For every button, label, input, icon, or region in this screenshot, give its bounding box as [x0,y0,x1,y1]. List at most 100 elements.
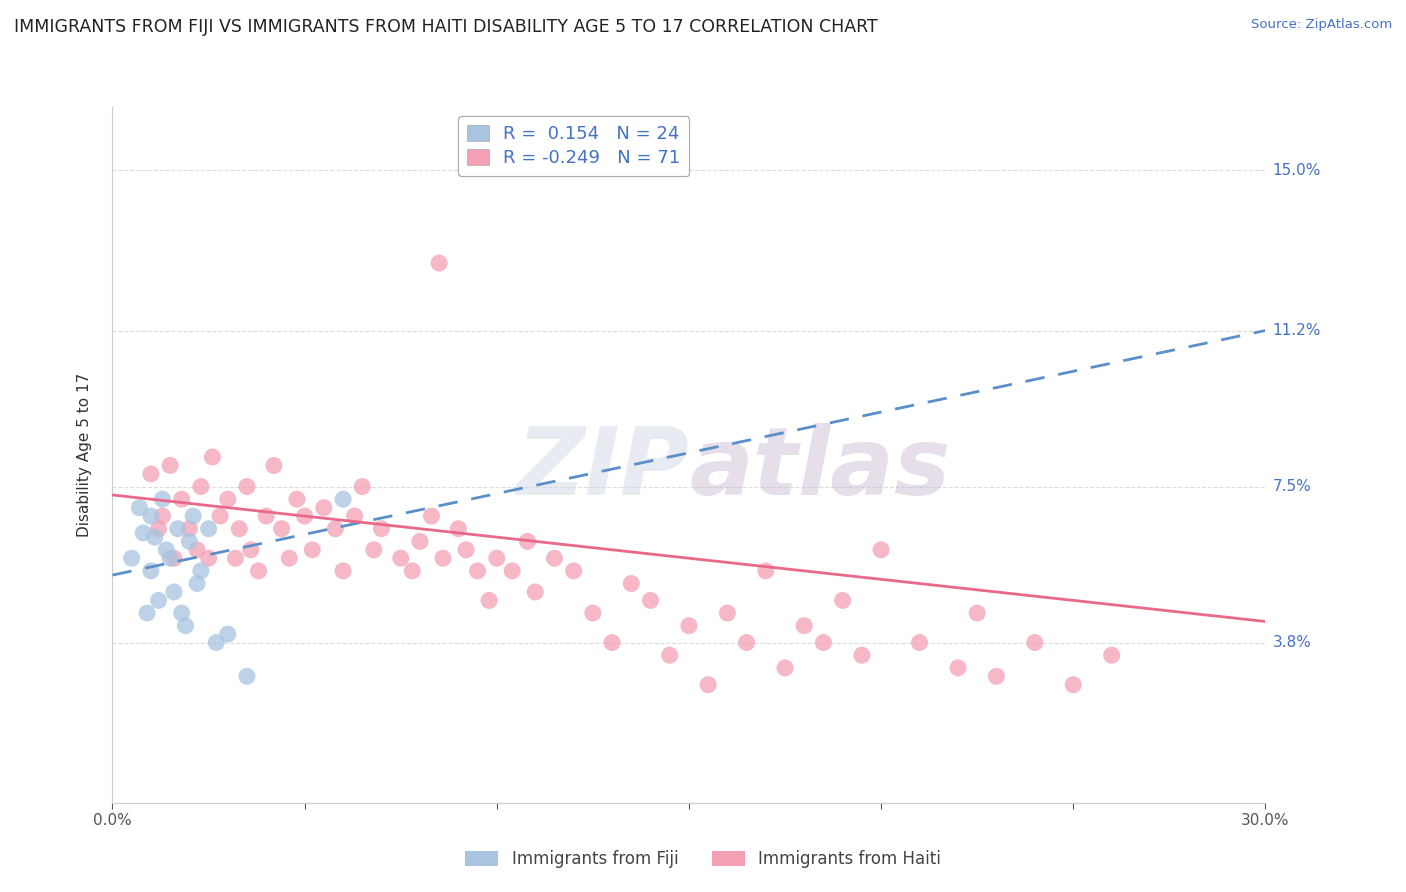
Point [1101,648,1123,663]
Point [163,551,186,566]
Point [163,585,186,599]
Point [143,530,166,544]
Point [148,522,170,536]
Point [166,522,188,536]
Point [159,458,181,473]
Point [946,661,969,675]
Point [217,492,239,507]
Point [716,606,738,620]
Point [190,479,212,493]
Point [966,606,988,620]
Legend: Immigrants from Fiji, Immigrants from Haiti: Immigrants from Fiji, Immigrants from Ha… [458,844,948,875]
Text: 11.2%: 11.2% [1272,323,1320,338]
Point [793,618,815,632]
Point [401,564,423,578]
Point [332,492,354,507]
Point [427,256,450,270]
Point [236,479,259,493]
Point [1024,635,1046,649]
Point [370,522,392,536]
Point [813,635,835,649]
Point [170,492,193,507]
Point [478,593,501,607]
Point [174,618,197,632]
Point [152,492,174,507]
Point [640,593,662,607]
Point [201,450,224,464]
Point [658,648,681,663]
Point [179,522,201,536]
Point [325,522,347,536]
Text: IMMIGRANTS FROM FIJI VS IMMIGRANTS FROM HAITI DISABILITY AGE 5 TO 17 CORRELATION: IMMIGRANTS FROM FIJI VS IMMIGRANTS FROM … [14,18,877,36]
Point [152,509,174,524]
Point [908,635,931,649]
Point [236,669,259,683]
Text: 15.0%: 15.0% [1272,163,1320,178]
Point [148,593,170,607]
Text: 7.5%: 7.5% [1272,479,1312,494]
Point [224,551,246,566]
Point [420,509,443,524]
Point [294,509,316,524]
Point [139,467,162,481]
Point [516,534,538,549]
Point [186,576,208,591]
Point [128,500,150,515]
Point [600,635,623,649]
Point [181,509,204,524]
Point [136,606,159,620]
Point [301,542,323,557]
Point [278,551,301,566]
Point [159,551,181,566]
Y-axis label: Disability Age 5 to 17: Disability Age 5 to 17 [77,373,91,537]
Point [263,458,285,473]
Text: 3.8%: 3.8% [1272,635,1312,650]
Point [447,522,470,536]
Point [678,618,700,632]
Point [773,661,796,675]
Point [132,525,155,540]
Point [121,551,143,566]
Point [851,648,873,663]
Legend: R =  0.154   N = 24, R = -0.249   N = 71: R = 0.154 N = 24, R = -0.249 N = 71 [458,116,689,176]
Point [217,627,239,641]
Point [697,678,720,692]
Point [454,542,477,557]
Point [197,551,219,566]
Point [409,534,432,549]
Point [620,576,643,591]
Point [389,551,412,566]
Point [432,551,454,566]
Point [170,606,193,620]
Text: Source: ZipAtlas.com: Source: ZipAtlas.com [1251,18,1392,31]
Point [986,669,1008,683]
Text: atlas: atlas [689,423,950,515]
Point [543,551,565,566]
Point [735,635,758,649]
Point [228,522,250,536]
Point [870,542,893,557]
Point [155,542,177,557]
Point [312,500,335,515]
Point [485,551,508,566]
Point [343,509,366,524]
Point [285,492,308,507]
Point [239,542,262,557]
Point [582,606,605,620]
Point [270,522,292,536]
Point [209,509,232,524]
Point [755,564,778,578]
Point [524,585,547,599]
Point [501,564,523,578]
Point [205,635,228,649]
Point [186,542,208,557]
Text: ZIP: ZIP [516,423,689,515]
Point [363,542,385,557]
Point [562,564,585,578]
Point [254,509,277,524]
Point [179,534,201,549]
Point [467,564,489,578]
Point [139,564,162,578]
Point [352,479,374,493]
Point [197,522,219,536]
